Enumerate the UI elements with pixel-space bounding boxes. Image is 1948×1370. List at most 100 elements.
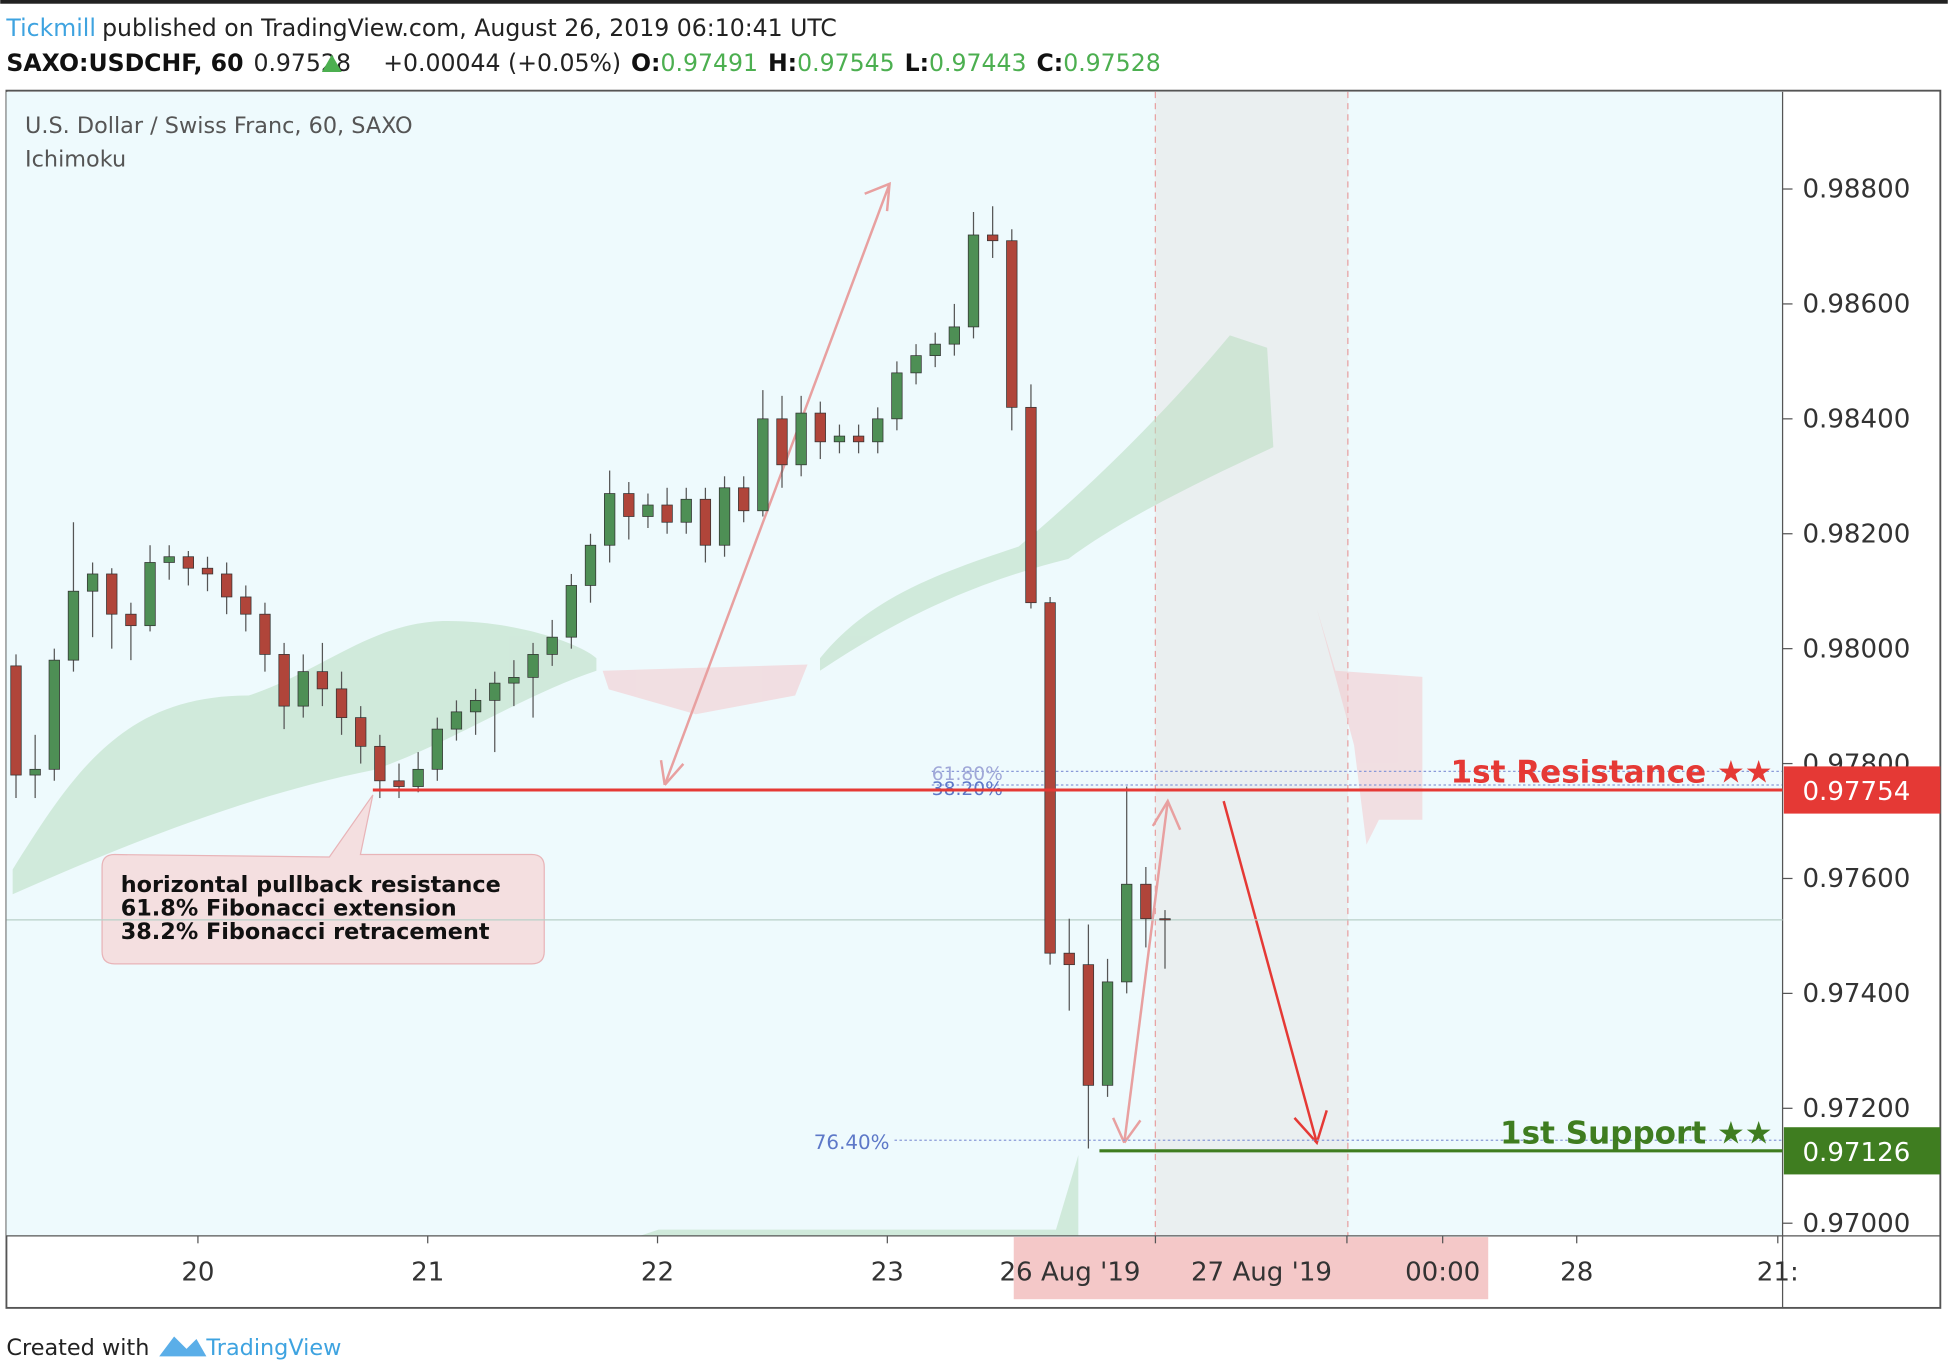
candle-body: [374, 745, 386, 782]
x-tick-label: 27 Aug '19: [1191, 1258, 1332, 1288]
candle-body: [623, 493, 635, 517]
change: +0.00044 (+0.05%): [383, 49, 621, 77]
candle-body: [144, 562, 156, 627]
candle-body: [642, 504, 654, 517]
top-border: [0, 0, 1948, 4]
plot-background: [6, 91, 1783, 1236]
candle-body: [738, 487, 750, 512]
o-label: O:: [631, 49, 660, 77]
candle-body: [910, 355, 922, 374]
candle-body: [67, 590, 80, 661]
candle-body: [699, 498, 712, 546]
candle-body: [240, 596, 252, 615]
chart-title: U.S. Dollar / Swiss Franc, 60, SAXO: [25, 113, 413, 139]
footer-brand[interactable]: TradingView: [205, 1335, 341, 1361]
candle-body: [1140, 883, 1152, 920]
candle-body: [10, 665, 22, 776]
y-tick-label: 0.98000: [1802, 634, 1910, 664]
level-price-box: [1783, 766, 1941, 814]
level-name: 1st Support ★★: [1500, 1115, 1773, 1151]
candle-body: [891, 372, 903, 420]
x-tick-label: 20: [181, 1258, 214, 1288]
candle-body: [163, 556, 175, 563]
y-tick-label: 0.98400: [1802, 405, 1910, 435]
candle-body: [221, 573, 233, 598]
date-range-label-bg: [1013, 1237, 1489, 1300]
candle-body: [565, 585, 577, 638]
published: published on TradingView.com, August 26,…: [102, 14, 837, 42]
tradingview-logo: [159, 1336, 207, 1357]
y-tick-label: 0.97400: [1802, 979, 1910, 1009]
level-name: 1st Resistance ★★: [1451, 755, 1773, 791]
h-label: H:: [768, 49, 797, 77]
candle-body: [29, 768, 41, 776]
y-tick-label: 0.97200: [1802, 1094, 1910, 1124]
candle-body: [1006, 240, 1018, 408]
level-price-label: 0.97754: [1802, 777, 1910, 807]
pullback-arrow: [1123, 800, 1169, 1143]
candle-body: [335, 688, 348, 718]
candle-body: [1121, 883, 1133, 983]
candle-body: [201, 567, 214, 575]
level-price-box: [1783, 1127, 1941, 1175]
date-range-shade: [1155, 91, 1348, 1236]
candle-body: [508, 677, 520, 684]
candle-body: [833, 435, 846, 443]
candle-body: [967, 234, 980, 328]
candle-body: [872, 418, 884, 443]
candle-body: [355, 717, 367, 747]
candle-body: [680, 498, 692, 523]
candle-body: [987, 234, 999, 242]
candle-body: [546, 636, 558, 655]
candle-body: [393, 780, 405, 787]
indicator-name: Ichimoku: [25, 146, 126, 172]
candle-body: [86, 573, 99, 592]
candle-body: [278, 654, 290, 707]
candle-body: [757, 418, 769, 512]
candle-body: [431, 728, 443, 770]
h-value: 0.97545: [797, 49, 895, 77]
candle-body: [527, 654, 539, 678]
candle-body: [1063, 952, 1075, 966]
arrow-heads: [659, 181, 891, 786]
candle-body: [182, 556, 194, 569]
x-tick-label: 21:: [1757, 1258, 1799, 1288]
level-price-label: 0.97126: [1802, 1138, 1910, 1168]
candle-body: [1159, 918, 1171, 921]
candle-body: [297, 671, 309, 707]
footer-created: Created with: [6, 1335, 149, 1361]
x-tick-label: 00:00: [1405, 1258, 1480, 1288]
y-tick-label: 0.98200: [1802, 519, 1910, 549]
y-tick-label: 0.97600: [1802, 864, 1910, 894]
candle-body: [852, 435, 865, 443]
up-triangle: [321, 54, 342, 73]
o-value: 0.97491: [660, 49, 758, 77]
symbol: SAXO:USDCHF, 60: [6, 49, 243, 77]
candle-body: [814, 412, 826, 443]
l-label: L:: [905, 49, 929, 77]
candle-body: [469, 699, 482, 713]
target-arrow: [1222, 800, 1319, 1144]
arrow-heads: [1111, 798, 1182, 1144]
x-tick-label: 21: [411, 1258, 444, 1288]
candle-body: [604, 493, 616, 546]
fib-label: 76.40%: [814, 1131, 890, 1154]
c-value: 0.97528: [1063, 49, 1161, 77]
header-line-2: SAXO:USDCHF, 60 0.97528 +0.00044 (+0.05%) O…: [6, 49, 1160, 77]
x-tick-label: 22: [641, 1258, 674, 1288]
x-tick-label: 28: [1560, 1258, 1593, 1288]
candle-body: [718, 487, 731, 546]
l-value: 0.97443: [929, 49, 1027, 77]
candle-body: [106, 573, 118, 615]
annotation-line: horizontal pullback resistance: [121, 872, 501, 898]
candle-body: [259, 613, 271, 655]
candle-body: [584, 544, 597, 586]
x-tick-label: 26 Aug '19: [999, 1258, 1140, 1288]
y-tick-label: 0.97000: [1802, 1209, 1910, 1239]
fib-label: 61.80%: [932, 764, 1003, 785]
candle-body: [948, 326, 960, 345]
candle-body: [776, 418, 788, 466]
publisher[interactable]: Tickmill: [5, 14, 95, 42]
candle-body: [316, 671, 329, 690]
